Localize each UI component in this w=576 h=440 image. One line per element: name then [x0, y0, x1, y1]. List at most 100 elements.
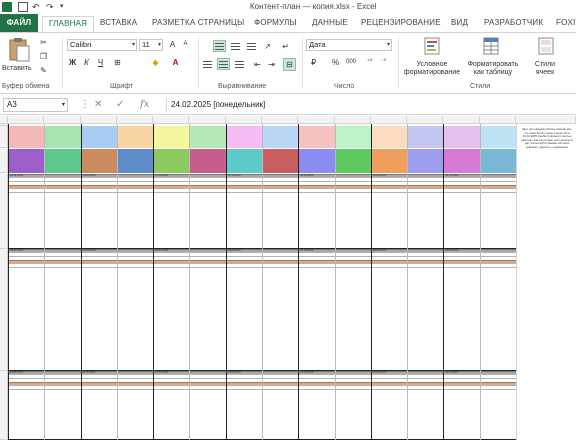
paste-button-label[interactable]: Вставить	[2, 65, 32, 72]
tab-home[interactable]: ГЛАВНАЯ	[42, 16, 95, 32]
row-header[interactable]	[0, 124, 8, 126]
color-swatch-cell[interactable]	[116, 149, 154, 173]
color-swatch-cell[interactable]	[334, 126, 371, 148]
align-top-icon[interactable]	[213, 40, 226, 52]
enter-icon[interactable]: ✓	[116, 99, 125, 110]
color-swatch-cell[interactable]	[479, 126, 516, 148]
tab-formulas[interactable]: ФОРМУЛЫ	[254, 18, 297, 27]
format-painter-icon[interactable]: ✎	[40, 66, 47, 75]
row-header[interactable]	[0, 149, 8, 173]
column-header[interactable]	[262, 116, 299, 124]
underline-button[interactable]: Ч	[97, 58, 104, 67]
decrease-indent-icon[interactable]: ⇤	[254, 60, 261, 69]
increase-font-icon[interactable]: A	[169, 40, 176, 49]
cell-styles-icon[interactable]	[538, 37, 554, 55]
color-swatch-cell[interactable]	[44, 149, 81, 173]
tab-view[interactable]: ВИД	[451, 18, 469, 27]
color-swatch-cell[interactable]	[407, 126, 444, 148]
bold-button[interactable]: Ж	[68, 58, 77, 67]
row-header[interactable]	[0, 126, 8, 148]
align-left-icon[interactable]	[202, 59, 213, 69]
column-header[interactable]	[443, 116, 480, 124]
color-swatch-cell[interactable]	[443, 149, 480, 173]
font-color-icon[interactable]: A	[172, 58, 179, 67]
orientation-icon[interactable]: ↗	[264, 42, 271, 51]
column-header[interactable]	[298, 116, 335, 124]
format-as-table-label[interactable]: Форматировать как таблицу	[467, 61, 519, 76]
column-header[interactable]	[116, 116, 154, 124]
insert-function-button[interactable]: fx	[140, 99, 150, 110]
color-swatch-cell[interactable]	[407, 149, 444, 173]
number-format-select[interactable]: Дата ▾	[306, 39, 392, 51]
name-box[interactable]: A3 ▾	[3, 98, 68, 112]
tab-insert[interactable]: ВСТАВКА	[100, 18, 138, 27]
tab-file[interactable]: ФАЙЛ	[0, 14, 38, 32]
wrap-text-icon[interactable]: ↵	[282, 42, 289, 51]
decrease-font-icon[interactable]: A	[183, 41, 188, 47]
redo-icon[interactable]: ↷	[46, 2, 54, 12]
color-swatch-cell[interactable]	[116, 126, 154, 148]
column-header[interactable]	[80, 116, 117, 124]
color-swatch-cell[interactable]	[153, 149, 190, 173]
tab-foxit[interactable]: Foxit	[556, 18, 576, 27]
column-header[interactable]	[44, 116, 81, 124]
decrease-decimal-icon[interactable]: ⁻⁰	[380, 59, 387, 65]
cell-grid[interactable]: 24.02.2025 25.02.2025 26.02.2025 27.02.2025…	[8, 124, 517, 440]
italic-button[interactable]: К	[84, 58, 89, 67]
align-bottom-icon[interactable]	[246, 41, 257, 51]
fill-color-icon[interactable]: ◆	[152, 58, 159, 67]
tab-review[interactable]: РЕЦЕНЗИРОВАНИЕ	[361, 18, 441, 27]
color-swatch-cell[interactable]	[370, 149, 408, 173]
formula-input[interactable]: 24.02.2025 [понедельник]	[166, 98, 571, 112]
copy-icon[interactable]: ❐	[39, 52, 48, 61]
font-family-select[interactable]: Calibri ▾	[67, 39, 137, 51]
column-header[interactable]	[407, 116, 444, 124]
row-header[interactable]	[0, 249, 8, 371]
column-header[interactable]	[516, 116, 576, 124]
column-header[interactable]	[8, 116, 45, 124]
column-header[interactable]	[189, 116, 226, 124]
color-swatch-cell[interactable]	[298, 149, 335, 173]
color-swatch-cell[interactable]	[80, 149, 117, 173]
color-swatch-cell[interactable]	[44, 126, 81, 148]
tab-developer[interactable]: РАЗРАБОТЧИК	[484, 18, 544, 27]
conditional-formatting-icon[interactable]	[424, 37, 440, 55]
save-icon[interactable]	[18, 2, 28, 12]
percent-button[interactable]: %	[331, 58, 340, 67]
column-header[interactable]	[153, 116, 190, 124]
color-swatch-cell[interactable]	[153, 126, 190, 148]
tab-data[interactable]: ДАННЫЕ	[312, 18, 348, 27]
column-header[interactable]	[370, 116, 408, 124]
color-swatch-cell[interactable]	[189, 126, 226, 148]
column-header[interactable]	[225, 116, 262, 124]
color-swatch-cell[interactable]	[262, 149, 299, 173]
conditional-formatting-label[interactable]: Условное форматирование	[403, 61, 461, 76]
format-as-table-icon[interactable]	[483, 37, 499, 55]
color-swatch-cell[interactable]	[443, 126, 480, 148]
column-header[interactable]	[479, 116, 516, 124]
align-right-icon[interactable]	[234, 59, 245, 69]
color-swatch-cell[interactable]	[225, 149, 262, 173]
currency-icon[interactable]: ₽	[310, 58, 317, 67]
cancel-icon[interactable]: ✕	[94, 99, 103, 110]
paste-icon[interactable]	[8, 37, 30, 63]
quick-access-more-icon[interactable]: ▾	[60, 3, 64, 10]
font-size-select[interactable]: 11 ▾	[139, 39, 163, 51]
align-center-icon[interactable]	[217, 58, 230, 70]
select-all-corner[interactable]	[0, 116, 8, 124]
borders-icon[interactable]: ⊞	[114, 58, 121, 67]
cell-styles-label[interactable]: Стили ячеек	[534, 61, 556, 76]
thousands-button[interactable]: 000	[345, 59, 356, 65]
color-swatch-cell[interactable]	[8, 149, 45, 173]
increase-decimal-icon[interactable]: ⁺⁰	[366, 59, 373, 65]
color-swatch-cell[interactable]	[334, 149, 371, 173]
color-swatch-cell[interactable]	[189, 149, 226, 173]
increase-indent-icon[interactable]: ⇥	[268, 60, 275, 69]
color-swatch-cell[interactable]	[479, 149, 516, 173]
color-swatch-cell[interactable]	[80, 126, 117, 148]
color-swatch-cell[interactable]	[8, 126, 45, 148]
align-middle-icon[interactable]	[230, 41, 241, 51]
color-swatch-cell[interactable]	[262, 126, 299, 148]
column-header[interactable]	[334, 116, 371, 124]
tab-page-layout[interactable]: РАЗМЕТКА СТРАНИЦЫ	[152, 18, 245, 27]
